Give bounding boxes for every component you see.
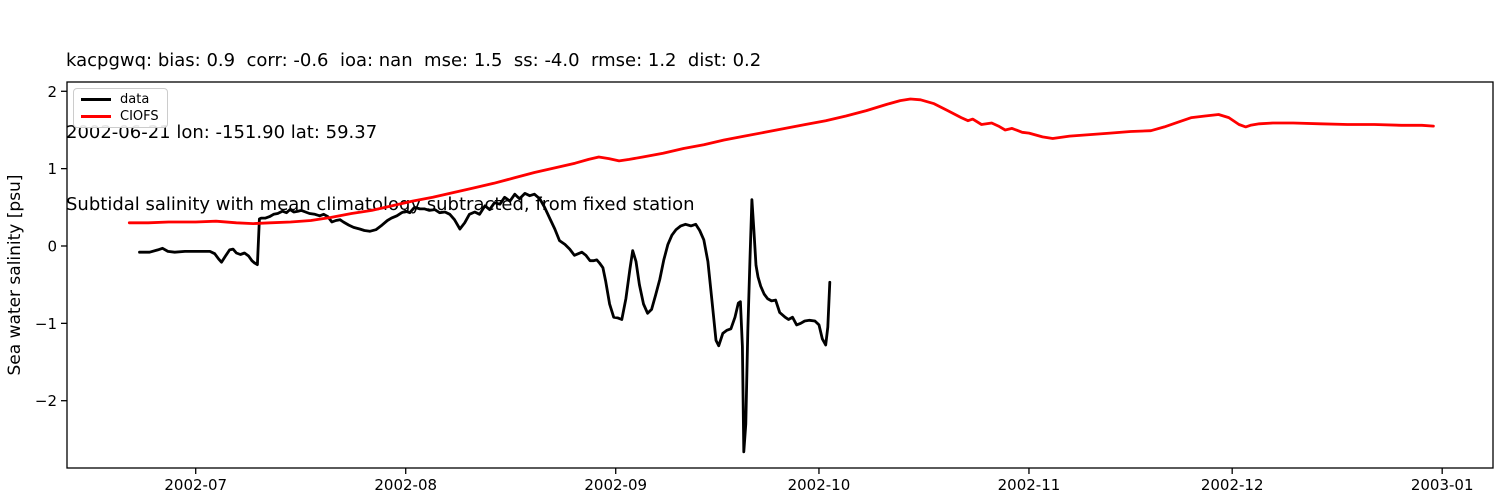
x-tick-label: 2002-12	[1201, 476, 1264, 494]
x-tick-label: 2002-07	[164, 476, 227, 494]
y-tick-label: 1	[47, 160, 57, 178]
data-series-line	[138, 191, 832, 454]
title-location-line: 2002-06-21 lon: -151.90 lat: 59.37	[66, 122, 378, 143]
y-axis-label: Sea water salinity [psu]	[5, 174, 25, 376]
legend: data CIOFS	[73, 88, 168, 128]
legend-item-ciofs: CIOFS	[81, 108, 160, 125]
title-stats-line: kacpgwq: bias: 0.9 corr: -0.6 ioa: nan m…	[66, 50, 762, 71]
x-tick-label: 2002-09	[584, 476, 647, 494]
legend-label-data: data	[120, 92, 150, 107]
x-tick-label: 2002-11	[998, 476, 1061, 494]
x-tick-label: 2002-08	[374, 476, 437, 494]
y-tick-label: 0	[47, 237, 57, 255]
ciofs-series-line	[127, 97, 1435, 226]
y-tick-label: −1	[35, 315, 57, 333]
ciofs-line-swatch	[81, 115, 111, 118]
x-tick-label: 2002-10	[788, 476, 851, 494]
x-tick-label: 2003-01	[1411, 476, 1474, 494]
y-tick-label: −2	[35, 392, 57, 410]
axes-spines	[66, 81, 1494, 469]
y-tick-label: 2	[47, 83, 57, 101]
data-line-swatch	[81, 98, 111, 101]
legend-item-data: data	[81, 91, 160, 108]
legend-label-ciofs: CIOFS	[120, 109, 159, 124]
title-description-line: Subtidal salinity with mean climatology …	[66, 194, 695, 215]
chart-titles: kacpgwq: bias: 0.9 corr: -0.6 ioa: nan m…	[66, 1, 761, 265]
